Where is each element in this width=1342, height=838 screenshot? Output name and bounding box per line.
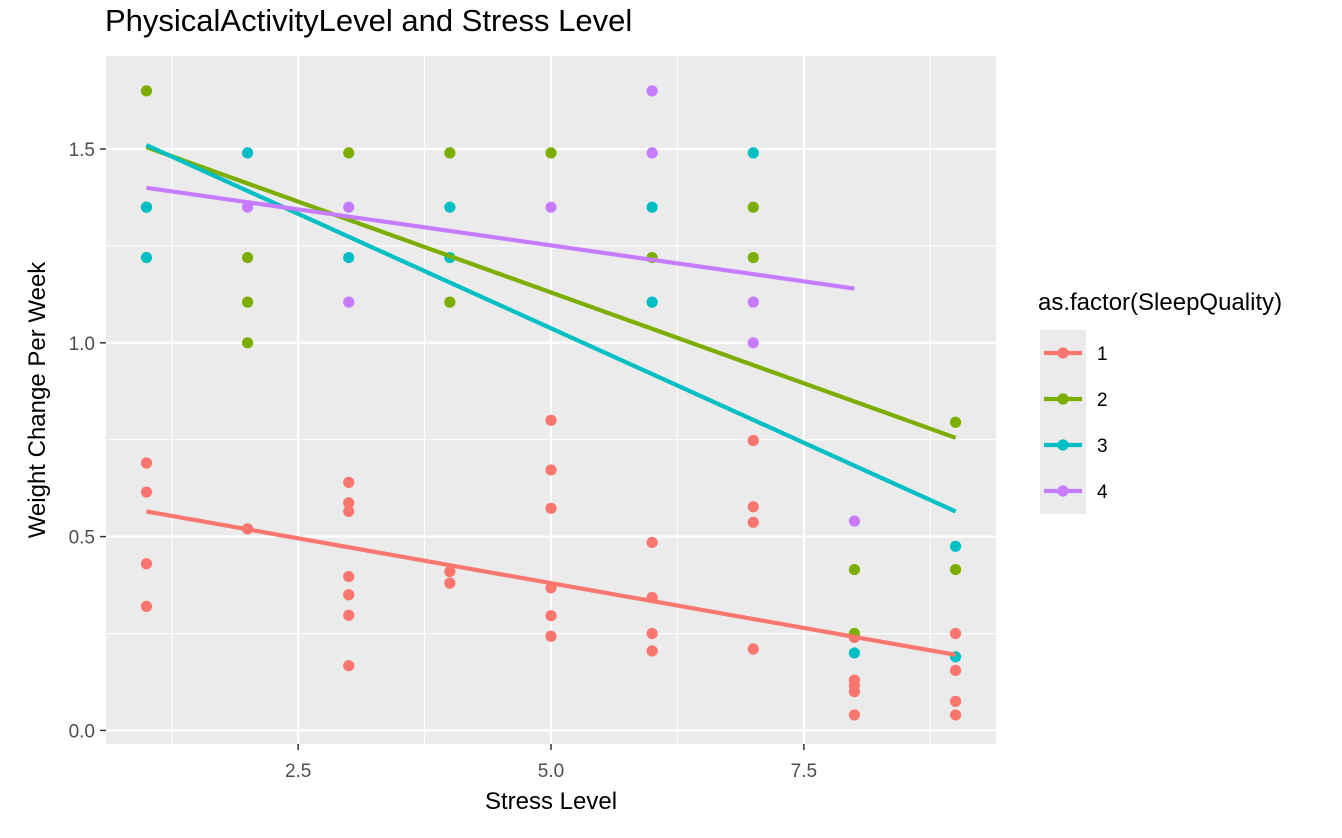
legend-item-3: 3 (1040, 422, 1108, 468)
y-axis-title: Weight Change Per Week (24, 261, 51, 539)
data-point (545, 201, 557, 213)
data-point (848, 515, 861, 527)
legend-point (1057, 439, 1069, 451)
data-point (949, 627, 962, 640)
data-point (343, 296, 355, 308)
data-point (140, 600, 153, 613)
data-point (545, 610, 557, 622)
data-point (949, 416, 962, 428)
data-point (646, 536, 658, 549)
legend-label: 1 (1097, 344, 1108, 365)
data-point (747, 516, 759, 528)
data-point (241, 147, 254, 159)
data-point (646, 201, 658, 213)
data-point (444, 565, 456, 578)
fit-lines-layer (145, 143, 957, 657)
data-point (848, 563, 861, 576)
data-point (343, 251, 355, 264)
data-point (646, 85, 658, 97)
data-point (545, 464, 557, 476)
data-point (646, 147, 658, 159)
data-point (848, 647, 861, 659)
data-point (747, 337, 759, 349)
data-point (949, 563, 962, 576)
data-point (646, 296, 658, 308)
legend: as.factor(SleepQuality) 1 2 3 4 (1038, 289, 1282, 514)
data-point (343, 570, 355, 583)
data-point (241, 337, 254, 349)
data-point (343, 147, 355, 159)
data-point (747, 434, 759, 447)
data-point (241, 296, 254, 308)
data-point (747, 251, 759, 264)
data-point (747, 147, 759, 159)
data-point (140, 457, 153, 469)
data-point (444, 147, 456, 159)
x-axis-title: Stress Level (485, 788, 617, 815)
legend-point (1057, 485, 1069, 497)
y-axis: 0.0 0.5 1.0 1.5 (69, 140, 106, 742)
data-point (646, 627, 658, 640)
data-point (241, 251, 254, 264)
data-point (545, 502, 557, 514)
legend-item-1: 1 (1040, 330, 1108, 376)
y-tick-label: 1.0 (69, 334, 95, 355)
y-tick-label: 0.5 (69, 528, 95, 549)
data-point (140, 201, 153, 213)
data-point (444, 296, 456, 308)
data-point (140, 251, 153, 264)
data-point (343, 497, 355, 509)
fit-line-1 (146, 509, 956, 657)
fit-line-2 (145, 145, 957, 440)
x-axis: 2.5 5.0 7.5 (285, 744, 817, 782)
data-point (949, 709, 962, 721)
data-point (747, 296, 759, 308)
x-tick-label: 5.0 (538, 761, 564, 782)
data-point (646, 645, 658, 657)
data-point (747, 201, 759, 213)
data-point (140, 486, 153, 498)
data-point (343, 505, 355, 518)
legend-title: as.factor(SleepQuality) (1038, 289, 1282, 316)
data-point (343, 476, 355, 488)
points-layer (140, 85, 962, 721)
legend-label: 3 (1097, 436, 1108, 457)
data-point (444, 577, 456, 589)
x-tick-label: 7.5 (791, 761, 817, 782)
data-point (343, 609, 355, 621)
data-point (140, 85, 153, 97)
data-point (949, 540, 962, 552)
data-point (140, 558, 153, 570)
series-3-points (140, 147, 962, 663)
data-point (444, 201, 456, 213)
data-point (747, 643, 759, 655)
fit-line-4 (146, 185, 855, 291)
legend-item-4: 4 (1040, 468, 1108, 514)
data-point (545, 630, 557, 642)
data-point (949, 695, 962, 707)
data-point (545, 414, 557, 426)
data-point (848, 709, 861, 721)
data-point (949, 664, 962, 676)
series-4-points (241, 85, 861, 527)
chart-title: PhysicalActivityLevel and Stress Level (105, 3, 632, 38)
data-point (545, 147, 557, 159)
y-tick-label: 0.0 (69, 721, 95, 742)
data-point (343, 589, 355, 601)
x-tick-label: 2.5 (285, 761, 311, 782)
data-point (343, 660, 355, 672)
data-point (848, 686, 861, 698)
data-point (747, 501, 759, 513)
legend-item-2: 2 (1040, 376, 1108, 422)
data-point (343, 201, 355, 213)
legend-label: 4 (1097, 482, 1108, 503)
legend-label: 2 (1097, 390, 1108, 411)
legend-point (1057, 347, 1069, 359)
legend-point (1057, 393, 1069, 405)
y-tick-label: 1.5 (69, 140, 95, 161)
series-1-points (140, 414, 962, 721)
